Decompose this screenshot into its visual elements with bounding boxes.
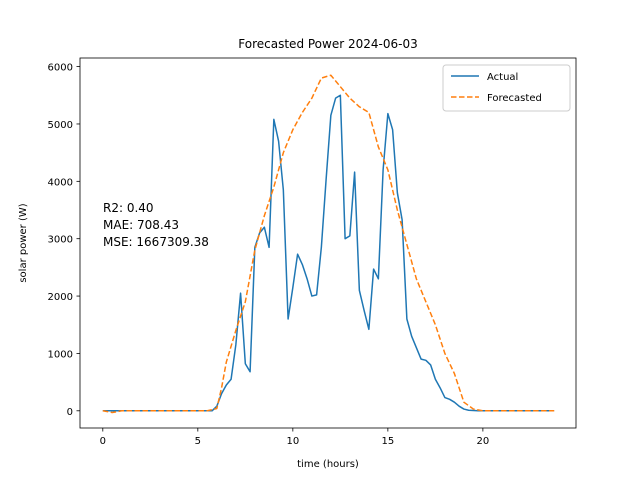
y-tick-label: 5000: [48, 120, 73, 131]
y-axis-label: solar power (W): [18, 203, 29, 282]
y-tick-label: 6000: [48, 63, 73, 74]
y-tick-label: 3000: [48, 235, 73, 246]
chart-title: Forecasted Power 2024-06-03: [238, 37, 417, 51]
r2-annotation: R2: 0.40: [103, 201, 154, 215]
mae-annotation: MAE: 708.43: [103, 218, 179, 232]
series-line-actual: [102, 94, 555, 412]
metrics-annotation: R2: 0.40 MAE: 708.43 MSE: 1667309.38: [103, 201, 209, 249]
x-axis-label: time (hours): [297, 459, 359, 470]
x-tick-label: 15: [381, 436, 394, 447]
legend: Actual Forecasted: [442, 64, 571, 112]
plot-area: 0 5 10 15 20 0 1000 2000 3000 4000 5000 6000: [48, 57, 577, 447]
legend-actual-label: Actual: [487, 72, 518, 83]
y-tick-label: 0: [67, 407, 73, 418]
y-tick-label: 4000: [48, 177, 73, 188]
x-tick-label: 10: [286, 436, 299, 447]
legend-forecasted-label: Forecasted: [487, 93, 542, 104]
x-tick-label: 20: [477, 436, 490, 447]
series-line-forecasted: [102, 74, 555, 414]
y-tick-label: 1000: [48, 349, 73, 360]
mse-annotation: MSE: 1667309.38: [103, 235, 209, 249]
y-tick-label: 2000: [48, 292, 73, 303]
axes-frame: [79, 57, 577, 429]
x-tick-label: 5: [195, 436, 201, 447]
x-tick-label: 0: [100, 436, 106, 447]
